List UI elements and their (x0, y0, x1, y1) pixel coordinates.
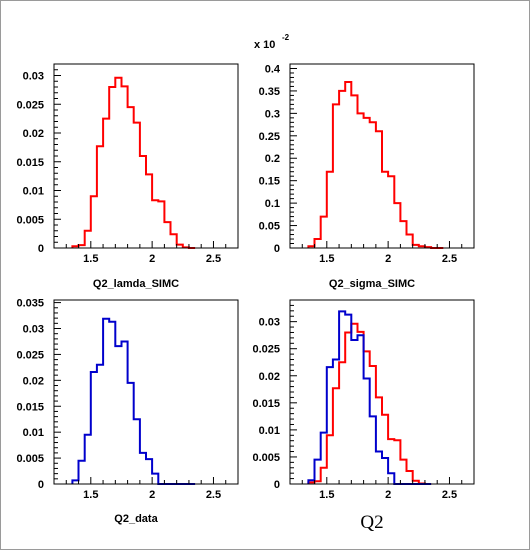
y-tick-label: 0.35 (259, 86, 280, 98)
histogram-series-blue (71, 317, 196, 485)
histogram-series-red (307, 81, 444, 249)
y-tick-label: 0.01 (259, 425, 280, 437)
histogram-panel-2: 1.5 2 2.5 0 0.05 0.1 0.15 0.2 0.25 0.3 0.35 0.4 x 10… (254, 33, 475, 290)
y-tick-label: 0.025 (16, 99, 44, 111)
y-tick-label: 0.01 (23, 427, 44, 439)
y-tick-label: 0 (38, 243, 44, 255)
y-tick-label: 0 (274, 479, 280, 491)
y-tick-label: 0.03 (259, 317, 280, 329)
y-tick-label: 0.025 (252, 344, 280, 356)
x-tick-label: 2.5 (442, 253, 457, 265)
y-tick-label: 0.4 (265, 63, 281, 75)
x-tick-label: 2.5 (206, 253, 221, 265)
y-tick-label: 0 (274, 243, 280, 255)
y-tick-label: 0.3 (265, 108, 280, 120)
y-multiplier-label: x 10 (254, 39, 275, 51)
y-tick-label: 0.01 (23, 186, 44, 198)
histogram-panel-1: 1.5 2 2.5 0 0.005 0.01 0.015 0.02 0.025 0.03 Q2_la… (16, 63, 239, 290)
x-tick-label: 1.5 (83, 489, 98, 501)
y-tick-label: 0.005 (16, 453, 44, 465)
y-tick-label: 0.2 (265, 153, 280, 165)
y-tick-label: 0.02 (23, 128, 44, 140)
x-tick-label: 2.5 (442, 489, 457, 501)
x-tick-label: 2 (149, 253, 155, 265)
x-axis-title: Q2_lamda_SIMC (93, 278, 179, 290)
y-multiplier-exponent: -2 (282, 33, 290, 42)
plot-frame (53, 299, 239, 485)
y-tick-label: 0.25 (259, 131, 280, 143)
y-tick-label: 0.02 (23, 375, 44, 387)
histogram-panel-4: 1.5 2 2.5 0 0.005 0.01 0.015 0.02 0.025 0.03 Q2 (252, 299, 475, 533)
x-tick-label: 1.5 (319, 489, 334, 501)
y-tick-label: 0.02 (259, 371, 280, 383)
x-tick-label: 1.5 (83, 253, 98, 265)
x-tick-label: 2 (385, 253, 391, 265)
x-axis-title: Q2_sigma_SIMC (329, 278, 415, 290)
y-tick-label: 0.05 (259, 221, 280, 233)
y-tick-label: 0.015 (16, 157, 44, 169)
y-tick-label: 0.025 (16, 349, 44, 361)
histogram-panel-3: 1.5 2 2.5 0 0.005 0.01 0.015 0.02 0.025 0.03 0.035… (16, 298, 239, 525)
y-tick-label: 0.015 (252, 398, 280, 410)
y-tick-label: 0.03 (23, 71, 44, 83)
plot-frame (289, 63, 475, 249)
y-tick-label: 0 (38, 479, 44, 491)
x-tick-label: 2 (149, 489, 155, 501)
histogram-series-red (307, 322, 432, 485)
y-tick-label: 0.03 (23, 324, 44, 336)
y-tick-label: 0.005 (16, 214, 44, 226)
y-tick-label: 0.15 (259, 176, 280, 188)
y-tick-label: 0.005 (252, 452, 280, 464)
x-axis-title: Q2_data (114, 513, 158, 525)
x-tick-label: 1.5 (319, 253, 334, 265)
x-axis-title: Q2 (360, 512, 383, 533)
x-tick-label: 2.5 (206, 489, 221, 501)
x-tick-label: 2 (385, 489, 391, 501)
y-tick-label: 0.1 (265, 198, 280, 210)
y-tick-label: 0.015 (16, 401, 44, 413)
y-tick-label: 0.035 (16, 298, 44, 310)
histogram-series-red (71, 76, 196, 249)
